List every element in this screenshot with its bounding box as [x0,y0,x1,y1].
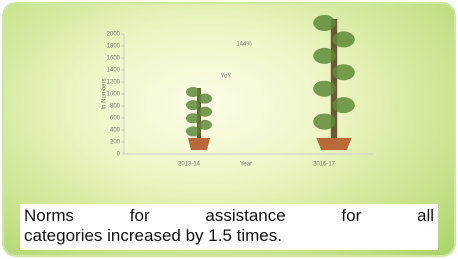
y-tick-label: 0 [117,152,121,158]
y-tick-label: 800 [110,104,121,110]
y-tick-label: 200 [110,140,121,146]
annotation: 144% [236,42,252,48]
leaf [186,100,200,110]
y-tick-label: 1400 [107,68,121,74]
leaf [332,31,354,47]
leaf [186,113,200,123]
leaf [198,120,212,130]
y-tick-label: 400 [110,128,121,134]
y-tick-label: 600 [110,116,121,122]
chart: In Numbers Year YoY 144% 020040060080010… [4,4,454,204]
leaf [313,114,335,130]
caption-line: Norms for assistance for all [24,206,434,226]
pot [316,138,351,150]
x-tick-label: 2013-14 [178,162,201,168]
leaf [313,48,335,64]
leaf [198,94,212,104]
y-tick-label: 1200 [107,80,121,86]
y-tick-label: 1800 [107,44,121,50]
leaf [313,81,335,97]
x-tick-label: 2016-17 [313,162,336,168]
pot [188,138,210,150]
leaf [313,15,335,31]
annotation: YoY [221,74,232,80]
leaf [186,87,200,97]
leaf [186,126,200,136]
caption: Norms for assistance for all categories … [20,204,438,250]
leaf [198,107,212,117]
caption-line: categories increased by 1.5 times. [24,226,434,246]
leaf [332,64,354,80]
y-tick-label: 2000 [107,32,121,38]
x-axis-label: Year [240,162,252,168]
y-tick-label: 1000 [107,92,121,98]
y-tick-label: 1600 [107,56,121,62]
leaf [332,97,354,113]
